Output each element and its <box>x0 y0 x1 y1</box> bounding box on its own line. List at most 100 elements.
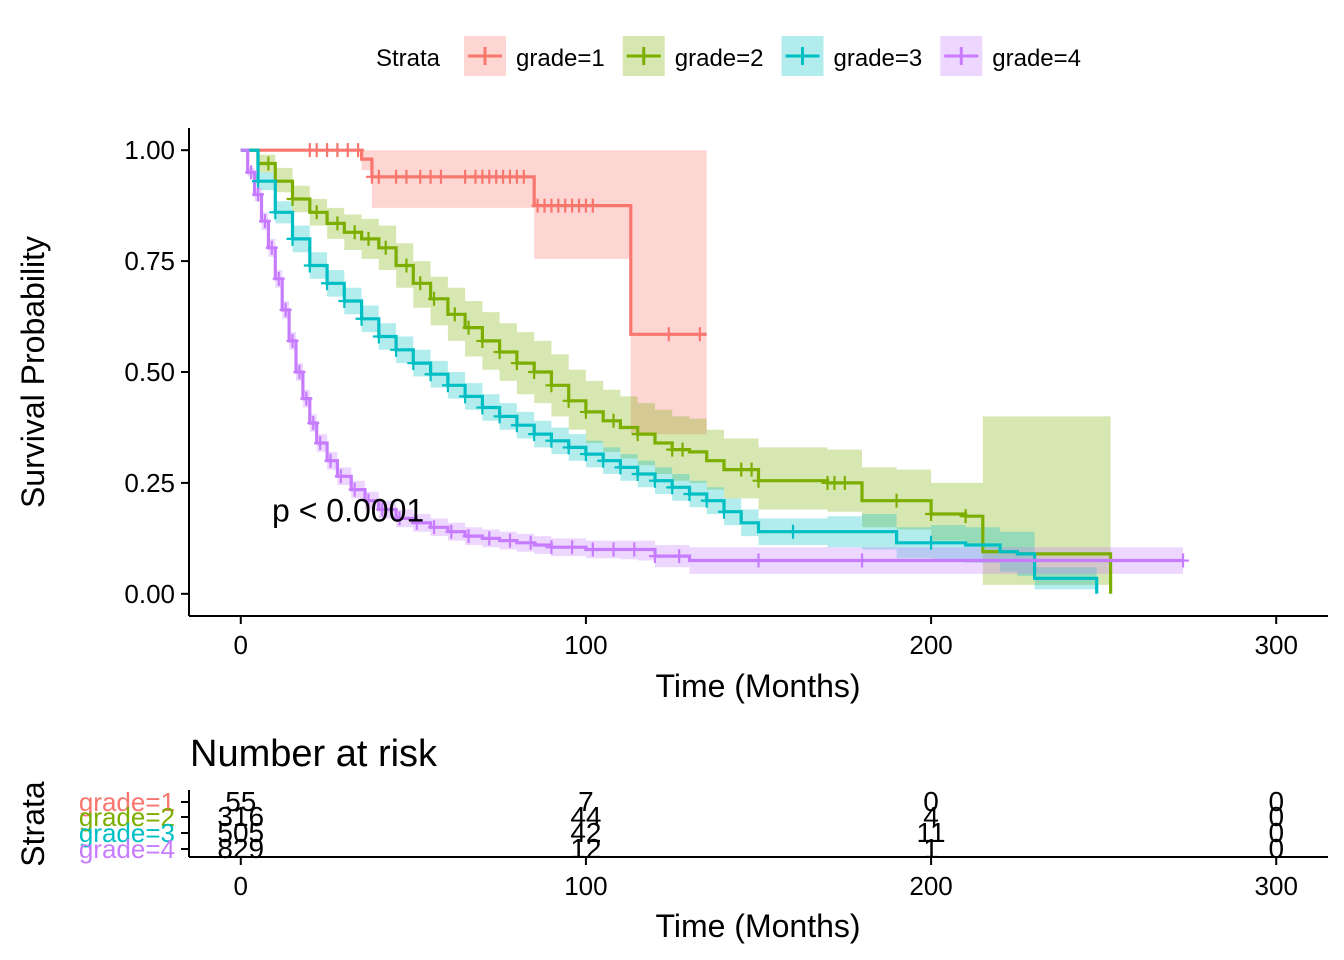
legend-label: grade=3 <box>834 45 923 72</box>
censor-mark <box>434 169 447 184</box>
risk-row-grade-1: grade=1 55 7 0 0 <box>79 786 1284 817</box>
censor-mark <box>355 311 368 326</box>
confidence-band-grade-1 <box>240 150 707 435</box>
censor-mark <box>252 174 265 189</box>
censor-mark <box>524 535 537 550</box>
censor-mark <box>428 291 441 306</box>
censor-mark <box>517 169 530 184</box>
censor-mark <box>362 231 375 246</box>
censor-mark <box>269 205 282 220</box>
censor-mark <box>566 540 579 555</box>
censor-mark <box>331 216 344 231</box>
censor-mark <box>673 549 686 564</box>
risk-x-tick-label: 200 <box>909 871 952 901</box>
censor-mark <box>376 502 389 517</box>
censor-mark <box>448 307 461 322</box>
risk-row-grade-2: grade=2 316 44 4 0 <box>79 801 1284 832</box>
risk-x-tick-label: 100 <box>564 871 607 901</box>
censor-mark <box>300 391 313 406</box>
risk-count: 0 <box>1268 833 1284 864</box>
censor-mark <box>245 165 258 180</box>
y-axis-ticks: 0.00 0.25 0.50 0.75 1.00 <box>124 135 189 609</box>
censor-mark <box>586 198 599 213</box>
legend-item-grade-4: grade=4 <box>940 36 1081 76</box>
survival-curve-grade-3 <box>240 148 1099 594</box>
censor-mark <box>414 276 427 291</box>
censor-mark <box>476 400 489 415</box>
censor-mark <box>441 378 454 393</box>
censor-mark <box>272 271 285 286</box>
survival-plot: 0.00 0.25 0.50 0.75 1.00 0 100 200 300 p < 0.00… <box>15 128 1328 704</box>
y-tick-label: 0.75 <box>124 246 175 276</box>
censor-mark <box>959 509 972 524</box>
censor-mark <box>303 258 316 273</box>
censor-mark <box>528 365 541 379</box>
confidence-bands <box>240 150 1184 594</box>
legend-key-symbol <box>626 47 661 65</box>
censor-mark <box>890 493 903 508</box>
censor-mark <box>614 460 627 475</box>
legend-item-grade-2: grade=2 <box>622 36 764 76</box>
risk-count: 316 <box>217 801 264 832</box>
y-tick-label: 1.00 <box>124 135 175 165</box>
risk-count: 0 <box>1268 786 1284 817</box>
censor-mark <box>483 531 496 546</box>
confidence-band-grade-2 <box>240 150 1111 594</box>
censor-mark <box>828 475 841 490</box>
censor-mark <box>579 404 592 419</box>
risk-row-label: grade=1 <box>79 787 175 817</box>
censor-mark <box>310 143 323 158</box>
risk-count: 42 <box>570 817 601 848</box>
y-axis-title: Survival Probability <box>15 236 51 508</box>
censor-mark <box>528 427 541 442</box>
y-tick-label: 0.25 <box>124 468 175 498</box>
censor-mark <box>286 191 299 206</box>
censor-mark <box>925 506 938 521</box>
censor-mark <box>693 327 706 342</box>
censor-mark <box>493 409 506 424</box>
legend-items: grade=1 grade=2 grade=3 grade=4 <box>464 36 1081 76</box>
censor-mark <box>265 240 278 255</box>
censor-mark <box>321 276 334 291</box>
risk-count: 11 <box>917 817 946 848</box>
censor-mark <box>476 333 489 348</box>
censor-mark <box>331 143 344 158</box>
risk-count: 55 <box>225 786 256 817</box>
censor-mark <box>424 367 437 382</box>
censor-mark <box>1177 553 1190 568</box>
censor-mark <box>545 378 558 393</box>
risk-row-grade-4: grade=4 829 12 1 0 <box>79 833 1284 864</box>
censor-mark <box>341 143 354 158</box>
censor-mark <box>462 320 475 335</box>
censor-mark <box>310 205 323 220</box>
x-tick-label: 100 <box>564 630 607 660</box>
censor-mark <box>348 482 361 497</box>
censor-mark <box>372 329 385 344</box>
risk-row-label: grade=3 <box>79 818 175 848</box>
censor-mark <box>562 440 575 455</box>
legend-label: grade=4 <box>992 45 1081 72</box>
censor-mark <box>390 169 403 184</box>
risk-count: 1 <box>923 833 939 864</box>
censor-mark <box>683 487 696 501</box>
censor-mark <box>493 345 506 360</box>
x-tick-label: 200 <box>909 630 952 660</box>
censor-mark <box>545 540 558 555</box>
risk-count: 0 <box>1268 801 1284 832</box>
censor-mark <box>562 393 575 408</box>
censor-mark <box>286 231 299 246</box>
censor-mark <box>607 542 620 557</box>
legend-item-grade-1: grade=1 <box>464 36 605 76</box>
censor-mark <box>428 520 441 535</box>
risk-x-tick-label: 300 <box>1255 871 1298 901</box>
risk-row-label: grade=2 <box>79 802 175 832</box>
risk-row-label: grade=4 <box>79 834 175 864</box>
y-tick-label: 0.50 <box>124 357 175 387</box>
p-value-annotation: p < 0.0001 <box>272 493 424 529</box>
risk-count: 505 <box>217 817 264 848</box>
survival-curve-grade-1 <box>240 148 707 336</box>
censor-mark <box>252 187 265 202</box>
censor-mark <box>400 169 413 184</box>
